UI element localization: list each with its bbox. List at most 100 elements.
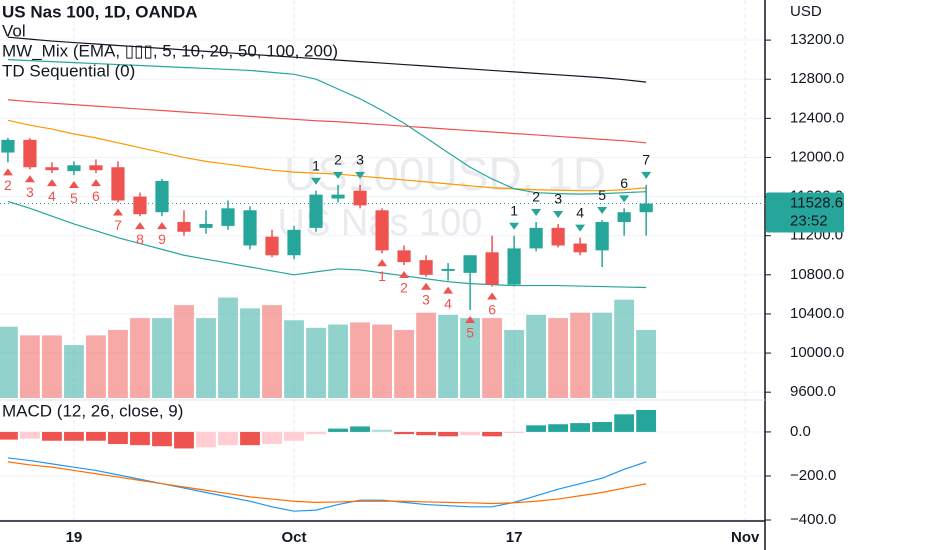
moving-average bbox=[7, 119, 647, 192]
volume-bar bbox=[218, 297, 238, 398]
candle-body bbox=[221, 208, 235, 226]
indicator-label: TD Sequential (0) bbox=[2, 61, 135, 80]
macd-histogram-bar bbox=[42, 431, 62, 441]
macd-histogram-bar bbox=[504, 431, 525, 434]
candle-body bbox=[595, 222, 609, 251]
macd-histogram-bar bbox=[262, 431, 282, 445]
volume-bar bbox=[350, 322, 370, 398]
td-count: 2 bbox=[532, 189, 540, 205]
macd-histogram-bar bbox=[592, 422, 613, 432]
macd-histogram-bar bbox=[218, 431, 238, 446]
macd-histogram-bar bbox=[86, 431, 106, 441]
macd-histogram-bar bbox=[306, 431, 326, 435]
candle-body bbox=[23, 139, 37, 168]
candle-body bbox=[67, 165, 81, 172]
volume-bar bbox=[196, 318, 216, 398]
td-count: 2 bbox=[334, 152, 342, 168]
td-arrow bbox=[575, 224, 586, 232]
candle-body bbox=[375, 210, 389, 251]
x-tick-label: 17 bbox=[506, 529, 523, 546]
td-count: 9 bbox=[158, 231, 166, 247]
y-tick-label: 12400.0 bbox=[790, 109, 844, 126]
x-tick-label: Nov bbox=[731, 529, 760, 546]
td-arrow bbox=[597, 207, 608, 215]
td-count: 1 bbox=[312, 157, 320, 173]
macd-histogram-bar bbox=[328, 428, 348, 432]
td-arrow bbox=[421, 282, 432, 290]
moving-average bbox=[7, 59, 647, 195]
candle-body bbox=[89, 165, 103, 171]
td-count: 4 bbox=[48, 188, 56, 204]
moving-average bbox=[7, 200, 647, 289]
macd-histogram-bar bbox=[196, 431, 216, 448]
td-arrow bbox=[509, 222, 520, 230]
td-arrow bbox=[465, 316, 476, 324]
candle-body bbox=[265, 236, 279, 256]
macd-histogram-bar bbox=[284, 431, 304, 441]
macd-histogram-bar bbox=[614, 414, 635, 432]
candle-body bbox=[177, 222, 191, 232]
y-tick-label: 9600.0 bbox=[790, 383, 836, 400]
volume-bar bbox=[240, 308, 260, 398]
indicator-label: MW_Mix (EMA, ▯▯▯, 5, 10, 20, 50, 100, 20… bbox=[2, 41, 338, 60]
volume-bar bbox=[86, 335, 106, 398]
candle-body bbox=[353, 190, 367, 206]
td-arrow bbox=[531, 209, 542, 217]
macd-histogram-bar bbox=[460, 431, 480, 436]
candle-body bbox=[529, 227, 543, 249]
x-tick-label: Oct bbox=[282, 529, 307, 546]
td-count: 5 bbox=[598, 187, 606, 203]
td-count: 3 bbox=[554, 191, 562, 207]
macd-histogram-bar bbox=[548, 424, 569, 432]
volume-bar bbox=[174, 305, 194, 398]
td-count: 1 bbox=[378, 268, 386, 284]
td-arrow bbox=[443, 286, 454, 294]
countdown: 23:52 bbox=[790, 213, 828, 230]
volume-bar bbox=[328, 324, 348, 398]
volume-bar bbox=[504, 329, 525, 398]
candle-body bbox=[397, 250, 411, 263]
volume-bar bbox=[592, 312, 613, 398]
candle-body bbox=[133, 196, 147, 215]
macd-histogram-bar bbox=[20, 431, 40, 439]
td-count: 3 bbox=[422, 291, 430, 307]
volume-bar bbox=[416, 312, 436, 398]
y2-tick-label: 0.0 bbox=[790, 423, 811, 440]
candle-body bbox=[1, 139, 15, 153]
y-tick-label: 10000.0 bbox=[790, 344, 844, 361]
moving-average bbox=[7, 99, 647, 144]
td-arrow bbox=[156, 222, 167, 230]
candle-body bbox=[441, 268, 455, 271]
candle-body bbox=[155, 180, 169, 213]
volume-bar bbox=[108, 329, 128, 398]
y-tick-label: 12000.0 bbox=[790, 148, 844, 165]
volume-bar bbox=[284, 320, 304, 398]
td-count: 4 bbox=[444, 295, 452, 311]
candle-body bbox=[287, 229, 301, 256]
macd-histogram-bar bbox=[108, 431, 128, 445]
td-arrow bbox=[112, 208, 123, 216]
td-arrow bbox=[2, 168, 13, 176]
volume-bar bbox=[42, 335, 62, 398]
macd-histogram-bar bbox=[350, 426, 370, 432]
td-arrow bbox=[46, 179, 57, 187]
volume-bar bbox=[372, 324, 392, 398]
macd-histogram-bar bbox=[240, 431, 260, 446]
macd-histogram-bar bbox=[636, 409, 657, 432]
volume-bar bbox=[306, 327, 326, 398]
chart-title: US Nas 100, 1D, OANDA bbox=[2, 2, 198, 21]
candle-body bbox=[243, 210, 257, 246]
volume-bar bbox=[570, 312, 591, 398]
macd-histogram-bar bbox=[174, 431, 194, 449]
td-count: 6 bbox=[92, 188, 100, 204]
volume-bar bbox=[130, 318, 150, 398]
td-count: 1 bbox=[510, 202, 518, 218]
td-arrow bbox=[399, 271, 410, 279]
macd-line bbox=[7, 461, 647, 505]
candle-body bbox=[463, 255, 477, 273]
volume-bar bbox=[548, 318, 569, 398]
td-count: 7 bbox=[642, 152, 650, 168]
macd-histogram-bar bbox=[482, 431, 503, 437]
td-arrow bbox=[134, 222, 145, 230]
td-count: 6 bbox=[488, 301, 496, 317]
